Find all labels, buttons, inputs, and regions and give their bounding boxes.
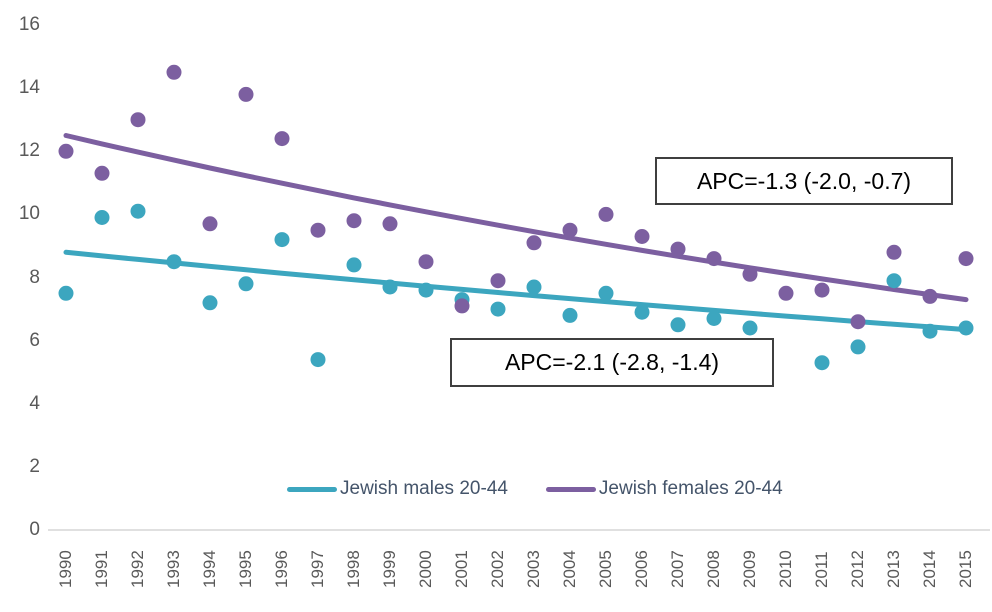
x-tick-label-1990: 1990 xyxy=(56,550,75,588)
y-tick-label-12: 12 xyxy=(18,140,40,162)
data-point-males-1993 xyxy=(166,254,182,270)
x-tick-label-1991: 1991 xyxy=(92,550,111,588)
y-tick-label-2: 2 xyxy=(29,455,40,477)
x-tick-label-2011: 2011 xyxy=(812,551,831,588)
data-point-males-1992 xyxy=(130,203,146,219)
data-point-females-2005 xyxy=(598,206,614,222)
data-point-females-1995 xyxy=(238,86,254,102)
y-tick-label-8: 8 xyxy=(29,266,40,288)
data-point-females-1997 xyxy=(310,222,326,238)
y-tick-label-0: 0 xyxy=(29,519,40,540)
x-tick-label-2012: 2012 xyxy=(848,550,867,588)
x-tick-label-2001: 2001 xyxy=(452,550,471,588)
data-point-males-2011 xyxy=(814,355,830,371)
data-point-females-2007 xyxy=(670,241,686,257)
data-point-males-1999 xyxy=(382,279,398,295)
data-point-males-1997 xyxy=(310,352,326,368)
data-point-females-2006 xyxy=(634,229,650,244)
data-point-males-2005 xyxy=(598,285,614,301)
data-point-females-2015 xyxy=(958,251,974,267)
apc-annotation-top: APC=-1.3 (-2.0, -0.7) xyxy=(655,157,953,205)
x-tick-label-2007: 2007 xyxy=(668,550,687,588)
data-point-males-2008 xyxy=(706,311,722,326)
data-point-males-2004 xyxy=(562,307,578,323)
legend: Jewish males 20-44 Jewish females 20-44 xyxy=(287,478,783,500)
data-point-females-2013 xyxy=(886,244,902,260)
data-point-females-1991 xyxy=(94,165,110,181)
data-point-males-2002 xyxy=(490,301,506,317)
x-tick-label-2000: 2000 xyxy=(416,550,435,588)
data-point-females-2012 xyxy=(850,314,866,330)
x-tick-label-2006: 2006 xyxy=(632,550,651,588)
x-tick-label-1999: 1999 xyxy=(380,550,399,588)
legend-swatch-males xyxy=(287,486,337,492)
apc-annotation-top-text: APC=-1.3 (-2.0, -0.7) xyxy=(696,167,912,194)
data-point-females-2002 xyxy=(490,273,506,289)
data-point-females-2010 xyxy=(778,285,794,301)
data-point-females-2000 xyxy=(418,254,434,270)
y-tick-label-16: 16 xyxy=(18,14,40,35)
x-tick-label-2009: 2009 xyxy=(740,550,759,588)
data-point-females-1992 xyxy=(130,112,146,128)
data-point-females-2001 xyxy=(454,298,470,314)
legend-label-females: Jewish females 20-44 xyxy=(598,478,783,499)
x-tick-label-2015: 2015 xyxy=(956,550,975,588)
data-point-males-2015 xyxy=(958,320,974,336)
x-tick-label-2013: 2013 xyxy=(884,550,903,588)
data-point-males-2009 xyxy=(742,320,758,336)
data-point-females-1999 xyxy=(382,216,398,232)
data-point-males-1995 xyxy=(238,276,254,292)
x-tick-label-1996: 1996 xyxy=(272,550,291,588)
data-point-females-2004 xyxy=(562,222,578,238)
data-point-males-1994 xyxy=(202,295,218,311)
females-trend-line xyxy=(63,133,969,303)
legend-swatch-females xyxy=(545,486,596,492)
x-tick-label-2008: 2008 xyxy=(704,550,723,588)
x-tick-label-1997: 1997 xyxy=(308,550,327,588)
data-point-females-1993 xyxy=(166,64,182,80)
data-point-females-2008 xyxy=(706,251,722,267)
data-point-males-2014 xyxy=(922,323,938,339)
x-tick-label-1992: 1992 xyxy=(128,550,147,588)
x-tick-label-2010: 2010 xyxy=(776,550,795,588)
x-tick-label-2005: 2005 xyxy=(596,550,615,588)
data-point-males-1996 xyxy=(274,232,290,248)
data-point-males-1991 xyxy=(94,210,110,225)
x-tick-label-1994: 1994 xyxy=(200,550,219,588)
data-point-males-1998 xyxy=(346,257,362,273)
data-point-males-2003 xyxy=(526,279,542,295)
x-tick-label-2004: 2004 xyxy=(560,550,579,588)
x-tick-label-2002: 2002 xyxy=(488,550,507,588)
x-tick-label-2014: 2014 xyxy=(920,550,939,588)
y-tick-label-4: 4 xyxy=(29,392,40,414)
y-tick-label-10: 10 xyxy=(18,203,40,225)
data-point-males-2012 xyxy=(850,339,866,355)
x-tick-label-1998: 1998 xyxy=(344,550,363,588)
data-point-females-1996 xyxy=(274,131,290,147)
data-point-males-2000 xyxy=(418,282,434,298)
x-tick-label-1995: 1995 xyxy=(236,550,255,588)
data-point-males-2007 xyxy=(670,317,686,333)
x-tick-label-1993: 1993 xyxy=(164,550,183,588)
apc-annotation-bottom: APC=-2.1 (-2.8, -1.4) xyxy=(450,338,774,387)
data-point-females-1994 xyxy=(202,216,218,232)
data-point-males-1990 xyxy=(58,285,74,301)
males-trend-line xyxy=(63,249,969,333)
data-point-males-2006 xyxy=(634,304,650,320)
y-tick-label-14: 14 xyxy=(18,77,40,99)
data-point-females-1990 xyxy=(58,143,74,159)
apc-annotation-bottom-text: APC=-2.1 (-2.8, -1.4) xyxy=(504,349,720,375)
y-tick-label-6: 6 xyxy=(29,329,40,351)
data-point-males-2013 xyxy=(886,273,902,289)
legend-label-males: Jewish males 20-44 xyxy=(340,478,508,499)
data-point-females-2003 xyxy=(526,235,542,251)
data-point-females-1998 xyxy=(346,213,362,229)
data-point-females-2009 xyxy=(742,266,758,282)
data-point-females-2014 xyxy=(922,288,938,304)
data-point-females-2011 xyxy=(814,282,830,298)
x-tick-label-2003: 2003 xyxy=(524,550,543,588)
